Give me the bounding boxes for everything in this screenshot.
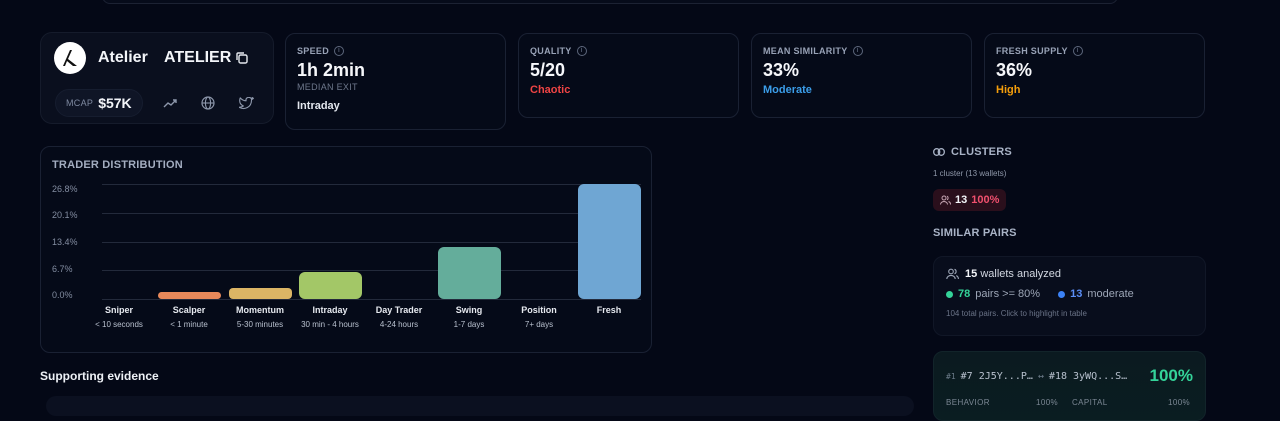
pair-rank: #1	[946, 371, 956, 381]
market-cap-pill: MCAP $57K	[55, 89, 143, 117]
ticker-label: ATELIER	[164, 49, 232, 66]
similar-pairs-summary: 15 wallets analyzed 78 pairs >= 80% 13 m…	[933, 256, 1206, 336]
x-category-day-trader: Day Trader 4-24 hours	[375, 305, 423, 329]
pairs-note: 104 total pairs. Click to highlight in t…	[946, 309, 1087, 318]
y-tick: 20.1%	[52, 210, 78, 220]
mcap-label: MCAP	[66, 98, 94, 108]
x-category-swing: Swing 1-7 days	[453, 305, 485, 329]
supporting-evidence-heading: Supporting evidence	[40, 369, 159, 383]
token-ticker[interactable]: ATELIER	[164, 49, 249, 67]
strong-pairs-count: 78	[958, 288, 971, 300]
similarity-status: Moderate	[763, 84, 812, 96]
pair-score: 100%	[1149, 366, 1193, 385]
quality-label: QUALITY i	[530, 46, 727, 56]
top-panel-edge	[102, 0, 1118, 4]
info-icon[interactable]: i	[852, 46, 863, 56]
speed-value: 1h 2min	[297, 60, 366, 80]
wallet-b[interactable]: #18 3yWQ...S…	[1048, 370, 1128, 382]
fresh-supply-label: FRESH SUPPLY i	[996, 46, 1193, 56]
top-pair-card[interactable]: #1 #7 2J5Y...P… ↔ #18 3yWQ...S… 100% BEH…	[933, 351, 1206, 421]
y-tick: 0.0%	[52, 290, 73, 300]
cluster-badge[interactable]: 13 100%	[933, 189, 1007, 211]
gridline	[102, 242, 641, 243]
fresh-supply-card: FRESH SUPPLY i 36% High	[984, 33, 1205, 118]
y-tick: 26.8%	[52, 184, 78, 194]
quality-value: 5/20	[530, 60, 566, 80]
x-category-fresh: Fresh	[596, 305, 622, 315]
mean-similarity-card: MEAN SIMILARITY i 33% Moderate	[751, 33, 972, 118]
x-category-position: Position 7+ days	[521, 305, 557, 329]
bar-intraday[interactable]	[299, 272, 362, 299]
token-logo-icon	[63, 50, 77, 66]
info-icon[interactable]: i	[576, 46, 587, 56]
x-category-sniper: Sniper < 10 seconds	[95, 305, 143, 329]
bar-momentum[interactable]	[229, 288, 292, 299]
bar-swing[interactable]	[438, 247, 501, 299]
y-tick: 6.7%	[52, 264, 73, 274]
wallets-count: 15	[965, 268, 978, 280]
cluster-wallet-count: 13	[955, 194, 968, 206]
users-icon	[946, 268, 959, 280]
quality-card: QUALITY i 5/20 Chaotic	[518, 33, 739, 118]
moderate-dot-icon	[1058, 290, 1066, 298]
twitter-icon[interactable]	[237, 94, 255, 112]
wallets-analyzed: 15 wallets analyzed	[946, 268, 1193, 280]
similarity-label: MEAN SIMILARITY i	[763, 46, 960, 56]
gridline	[102, 270, 641, 271]
speed-desc: Intraday	[297, 100, 340, 112]
clusters-summary: 1 cluster (13 wallets)	[933, 169, 1007, 178]
mcap-value: $57K	[98, 95, 132, 111]
strong-pairs-label: pairs >= 80%	[975, 288, 1041, 300]
speed-label: SPEED i	[297, 46, 494, 56]
moderate-pairs-label: moderate	[1087, 288, 1134, 300]
wallet-a[interactable]: #7 2J5Y...P…	[960, 370, 1033, 382]
strong-dot-icon	[946, 290, 953, 298]
gridline	[102, 299, 641, 300]
info-icon[interactable]: i	[1072, 46, 1083, 56]
users-icon	[940, 195, 951, 205]
pairs-breakdown: 78 pairs >= 80% 13 moderate	[946, 288, 1193, 300]
token-name: Atelier	[98, 49, 148, 66]
bar-fresh[interactable]	[578, 184, 641, 299]
token-logo	[54, 42, 86, 74]
similar-pairs-heading: SIMILAR PAIRS	[933, 227, 1017, 239]
similarity-value: 33%	[763, 60, 800, 80]
trader-distribution-chart: TRADER DISTRIBUTION 26.8% 20.1% 13.4% 6.…	[40, 146, 652, 353]
speed-sub: MEDIAN EXIT	[297, 82, 358, 92]
supporting-evidence-panel	[46, 396, 914, 416]
moderate-pairs-count: 13	[1070, 288, 1083, 300]
copy-icon[interactable]	[235, 51, 249, 65]
x-category-intraday: Intraday 30 min - 4 hours	[301, 305, 359, 329]
fresh-supply-value: 36%	[996, 60, 1033, 80]
link-icon	[933, 148, 945, 156]
y-tick: 13.4%	[52, 237, 78, 247]
chart-title: TRADER DISTRIBUTION	[52, 159, 183, 171]
gridline	[102, 184, 641, 185]
clusters-heading: CLUSTERS	[933, 146, 1012, 158]
token-card: Atelier ATELIER MCAP $57K	[40, 32, 274, 124]
cluster-percentage: 100%	[971, 194, 1000, 206]
chart-trend-icon[interactable]	[161, 94, 179, 112]
info-icon[interactable]: i	[334, 46, 345, 56]
x-category-momentum: Momentum 5-30 minutes	[236, 305, 284, 329]
pair-header: #1 #7 2J5Y...P… ↔ #18 3yWQ...S… 100%	[946, 366, 1193, 386]
speed-card: SPEED i 1h 2min MEDIAN EXIT Intraday	[285, 33, 506, 130]
gridline	[102, 213, 641, 214]
globe-icon[interactable]	[199, 94, 217, 112]
fresh-supply-status: High	[996, 84, 1021, 96]
x-category-scalper: Scalper < 1 minute	[170, 305, 208, 329]
bar-scalper[interactable]	[158, 292, 221, 299]
pair-arrow-icon: ↔	[1037, 370, 1044, 382]
quality-status: Chaotic	[530, 84, 571, 96]
